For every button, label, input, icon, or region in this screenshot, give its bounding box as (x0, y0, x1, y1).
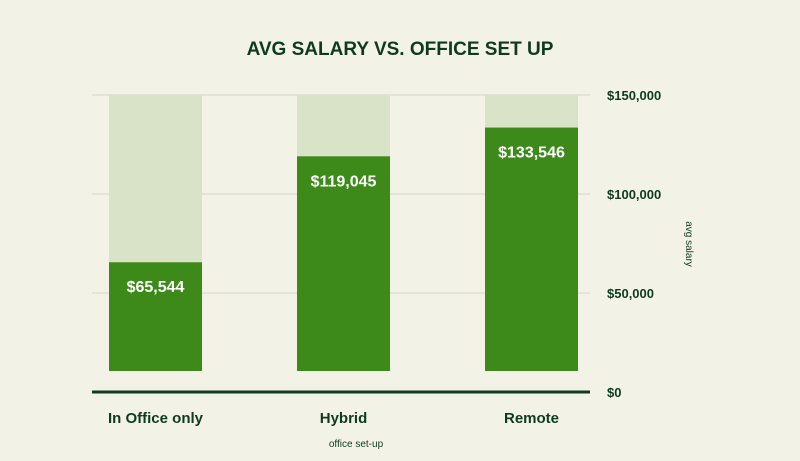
bar (485, 127, 578, 371)
bar-value-label: $65,544 (127, 279, 185, 296)
x-category-label: In Office only (108, 410, 204, 427)
bar (109, 262, 202, 371)
y-tick-label: $150,000 (607, 88, 661, 103)
x-axis-title: office set-up (329, 439, 384, 450)
x-category-label: Hybrid (320, 410, 368, 427)
y-tick-label: $50,000 (607, 286, 654, 301)
bars: $65,544 $119,045 $133,546 (109, 95, 578, 371)
chart-title: AVG SALARY VS. OFFICE SET UP (247, 39, 554, 60)
y-axis-ticks: $0 $50,000 $100,000 $150,000 (607, 88, 661, 400)
bar-value-label: $133,546 (498, 145, 565, 162)
y-tick-label: $100,000 (607, 187, 661, 202)
y-axis-title: avg salary (683, 221, 694, 267)
x-axis-categories: In Office only Hybrid Remote (108, 410, 559, 427)
x-category-label: Remote (504, 410, 559, 427)
bar-value-label: $119,045 (311, 173, 377, 190)
bar (297, 156, 390, 371)
y-tick-label: $0 (607, 385, 621, 400)
